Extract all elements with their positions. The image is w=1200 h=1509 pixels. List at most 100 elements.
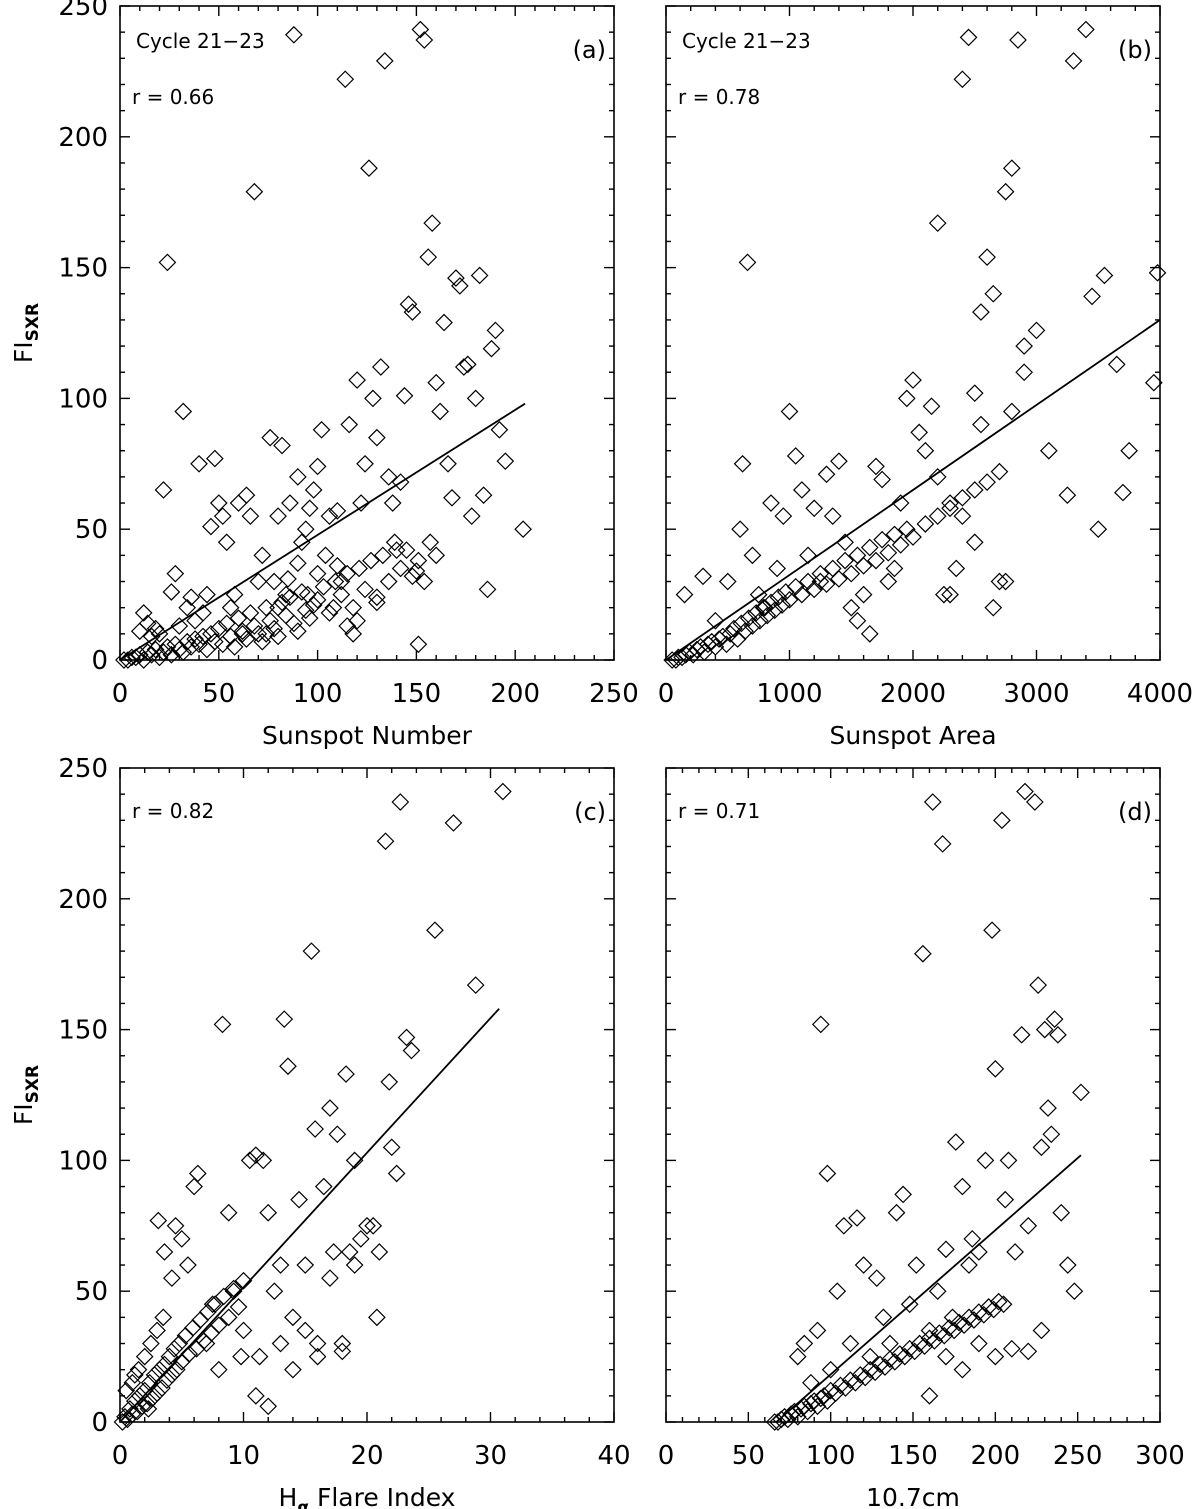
- scatter-point-b: [891, 536, 910, 554]
- scatter-point-a: [205, 449, 224, 468]
- scatter-point-c: [368, 1308, 386, 1327]
- scatter-point-d: [802, 1394, 820, 1413]
- scatter-point-a: [368, 588, 386, 607]
- scatter-point-c: [284, 1360, 302, 1379]
- annotation-a: r = 0.66: [132, 85, 214, 109]
- scatter-point-b: [811, 572, 830, 591]
- scatter-point-a: [285, 614, 303, 633]
- scatter-point-b: [765, 601, 784, 620]
- scatter-point-c: [232, 1347, 250, 1366]
- scatter-point-c: [321, 1099, 339, 1117]
- scatter-point-a: [385, 533, 404, 552]
- scatter-point-c: [214, 1287, 233, 1306]
- scatter-point-d: [1042, 1125, 1061, 1144]
- scatter-point-a: [348, 371, 366, 389]
- scatter-point-a: [391, 559, 410, 578]
- scatter-point-b: [867, 457, 885, 476]
- scatter-point-c: [123, 1405, 142, 1423]
- scatter-point-a: [348, 611, 366, 630]
- scatter-point-d: [808, 1321, 827, 1340]
- scatter-point-d: [811, 1389, 830, 1408]
- scatter-point-a: [237, 630, 256, 648]
- scatter-point-b: [935, 585, 953, 604]
- scatter-point-a: [312, 420, 331, 439]
- scatter-point-c: [290, 1190, 308, 1209]
- scatter-point-c: [324, 1243, 343, 1261]
- scatter-point-b: [879, 543, 898, 562]
- scatter-point-d: [1026, 793, 1044, 811]
- x-tick-label-c: 30: [474, 1441, 507, 1471]
- scatter-point-b: [739, 609, 758, 627]
- scatter-point-b: [1064, 52, 1083, 70]
- scatter-point-c: [271, 1256, 290, 1274]
- scatter-point-a: [134, 651, 153, 669]
- scatter-point-a: [427, 373, 446, 392]
- scatter-point-c: [340, 1243, 359, 1261]
- scatter-point-b: [738, 253, 757, 272]
- scatter-point-d: [867, 1269, 886, 1287]
- scatter-point-b: [799, 572, 817, 591]
- scatter-point-c: [209, 1360, 228, 1379]
- scatter-point-a: [421, 533, 440, 552]
- scatter-point-d: [871, 1355, 889, 1374]
- scatter-point-c: [308, 1334, 327, 1353]
- scatter-point-c: [172, 1230, 191, 1248]
- scatter-point-a: [338, 617, 357, 635]
- scatter-point-c: [391, 793, 410, 811]
- scatter-point-a: [241, 507, 260, 525]
- scatter-point-b: [1107, 355, 1126, 374]
- y-tick-label-a: 150: [58, 254, 108, 284]
- scatter-point-a: [134, 604, 153, 622]
- scatter-point-b: [860, 538, 879, 557]
- scatter-point-c: [306, 1120, 324, 1138]
- scatter-point-d: [846, 1373, 865, 1392]
- fit-line-d: [775, 1154, 1082, 1423]
- scatter-point-c: [380, 1073, 399, 1091]
- y-tick-label-a: 0: [91, 646, 108, 676]
- scatter-point-a: [496, 452, 515, 471]
- scatter-point-d: [976, 1151, 995, 1170]
- scatter-point-b: [780, 590, 799, 609]
- scatter-point-c: [279, 1057, 297, 1076]
- scatter-point-a: [190, 454, 208, 473]
- scatter-point-c: [113, 1413, 132, 1431]
- scatter-point-d: [861, 1360, 880, 1379]
- scatter-point-b: [904, 371, 922, 389]
- scatter-point-a: [182, 588, 200, 607]
- scatter-point-a: [123, 648, 141, 667]
- scatter-point-b: [702, 632, 721, 651]
- plot-frame-c: [119, 767, 615, 1423]
- scatter-point-c: [219, 1308, 238, 1327]
- x-axis-title-c: Hα Flare Index: [279, 1483, 456, 1509]
- scatter-point-a: [182, 638, 200, 656]
- scatter-point-b: [873, 470, 891, 489]
- scatter-point-b: [984, 284, 1003, 303]
- scatter-point-c: [271, 1334, 290, 1353]
- scatter-point-d: [915, 1337, 934, 1355]
- scatter-point-d: [821, 1360, 840, 1379]
- x-axis-title-a: Sunspot Number: [262, 721, 473, 750]
- panel-label-a: (a): [573, 36, 606, 64]
- scatter-point-a: [277, 585, 295, 604]
- scatter-point-d: [866, 1363, 884, 1382]
- scatter-point-a: [300, 499, 319, 518]
- scatter-point-d: [841, 1371, 860, 1389]
- scatter-point-c: [197, 1334, 216, 1353]
- scatter-point-b: [1002, 402, 1021, 421]
- scatter-point-b: [867, 551, 885, 570]
- fit-line-a: [119, 402, 526, 661]
- scatter-point-a: [261, 611, 280, 630]
- scatter-point-c: [345, 1256, 364, 1274]
- scatter-point-a: [332, 585, 351, 604]
- scatter-point-c: [219, 1203, 238, 1222]
- scatter-point-a: [209, 494, 228, 512]
- scatter-point-a: [253, 546, 272, 565]
- scatter-point-d: [955, 1316, 973, 1335]
- scatter-point-b: [941, 499, 959, 518]
- scatter-point-a: [138, 614, 157, 633]
- scatter-point-d: [923, 793, 942, 811]
- scatter-point-d: [841, 1334, 860, 1353]
- y-axis-title-sub-c: SXR: [23, 1065, 43, 1103]
- scatter-point-b: [928, 214, 947, 232]
- scatter-point-a: [308, 590, 327, 609]
